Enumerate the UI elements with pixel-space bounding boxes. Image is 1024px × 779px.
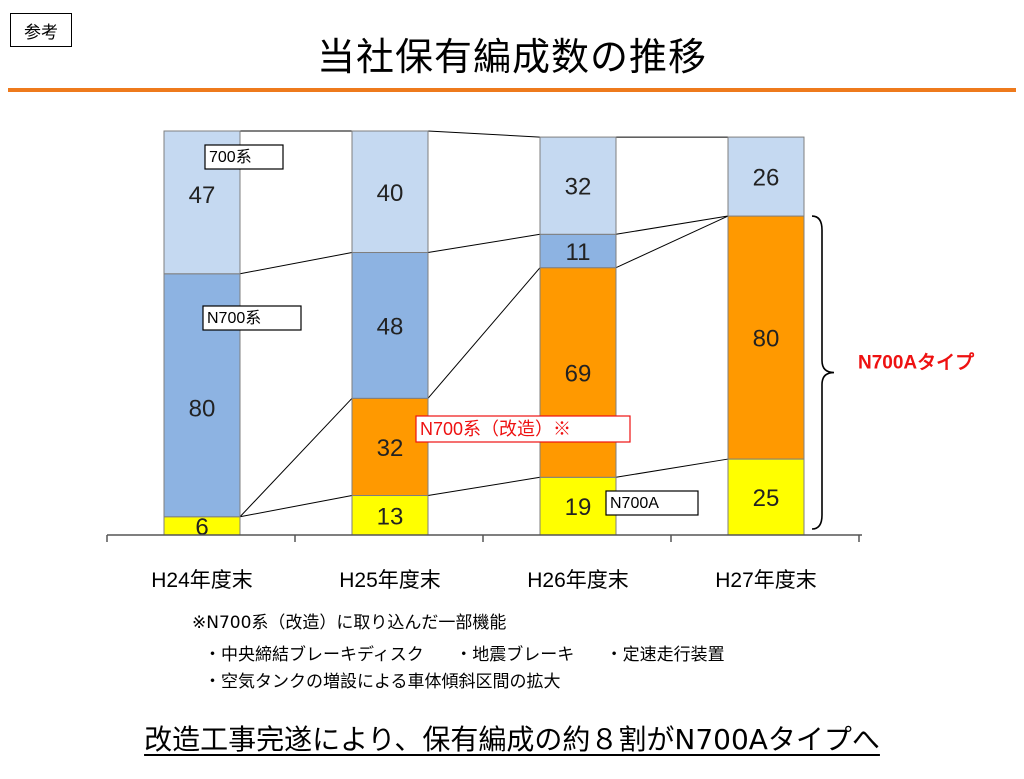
data-label: 47 <box>189 182 216 209</box>
series-connector-line <box>615 458 729 478</box>
bracket-label: N700Aタイプ <box>858 351 975 374</box>
bar-segment-n700a <box>539 476 617 536</box>
stacked-bar-chart: 6 80 47 13 32 48 40 19 69 11 32 25 80 26 H24年度末 H25年度末 H… <box>106 130 975 592</box>
series-connector-line <box>239 252 353 275</box>
series-connector-line <box>615 215 729 235</box>
series-connector-line <box>427 130 541 138</box>
data-label: 48 <box>377 313 404 340</box>
bar-segment-n700a <box>727 458 805 536</box>
bar-segment-n700_mod <box>351 397 429 497</box>
reference-badge: 参考 <box>10 13 72 47</box>
bar-segment-s700 <box>539 136 617 235</box>
note-item: ・中央締結ブレーキディスク <box>204 645 424 665</box>
series-label-700-box <box>204 144 284 170</box>
series-label-n700-mod: N700系（改造）※ <box>420 419 571 439</box>
bar-segment-s700 <box>727 136 805 217</box>
bar-segment-s700 <box>351 130 429 254</box>
data-label: 13 <box>377 503 404 530</box>
note-item: ・定速走行装置 <box>605 645 725 665</box>
series-connector-line <box>427 233 541 253</box>
data-label: 26 <box>753 165 780 192</box>
n700a-type-bracket <box>811 215 835 530</box>
series-label-n700a-box <box>605 490 699 516</box>
series-label-700: 700系 <box>209 148 252 166</box>
page-title: 当社保有編成数の推移 <box>316 35 707 79</box>
bar-segment-n700 <box>351 252 429 399</box>
bar-segment-n700_mod <box>727 215 805 460</box>
series-connector-line <box>427 476 541 497</box>
x-tick-label: H24年度末 <box>151 569 253 592</box>
data-label: 19 <box>565 494 592 521</box>
series-label-n700a: N700A <box>610 495 659 512</box>
series-label-n700: N700系 <box>207 309 261 327</box>
data-label: 25 <box>753 485 780 512</box>
series-label-n700-mod-box <box>415 415 631 443</box>
note-items: ・中央締結ブレーキディスク ・地震ブレーキ ・定速走行装置 ・空気タンクの増設に… <box>204 642 751 696</box>
x-tick-label: H26年度末 <box>527 569 629 592</box>
data-label: 40 <box>377 180 404 207</box>
series-connector-line <box>239 495 353 518</box>
note-heading: ※N700系（改造）に取り込んだ一部機能 <box>192 613 507 633</box>
title-rule <box>8 88 1016 92</box>
data-label: 6 <box>195 514 208 541</box>
note-item: ・空気タンクの増設による車体傾斜区間の拡大 <box>204 672 561 692</box>
data-label: 80 <box>753 326 780 353</box>
series-connector-line <box>427 267 541 399</box>
data-label: 32 <box>377 435 404 462</box>
bar-segment-n700 <box>539 233 617 269</box>
series-label-n700-box <box>202 305 302 331</box>
x-tick-label: H27年度末 <box>715 569 817 592</box>
data-label: 69 <box>565 360 592 387</box>
series-connector-line <box>615 215 729 269</box>
x-tick-label: H25年度末 <box>339 569 441 592</box>
series-connector-line <box>239 397 353 518</box>
data-label: 32 <box>565 174 592 201</box>
data-label: 11 <box>566 239 591 266</box>
conclusion-text: 改造工事完遂により、保有編成の約８割がN700Aタイプへ <box>144 723 880 756</box>
note-item: ・地震ブレーキ <box>455 645 575 665</box>
data-label: 80 <box>189 395 216 422</box>
